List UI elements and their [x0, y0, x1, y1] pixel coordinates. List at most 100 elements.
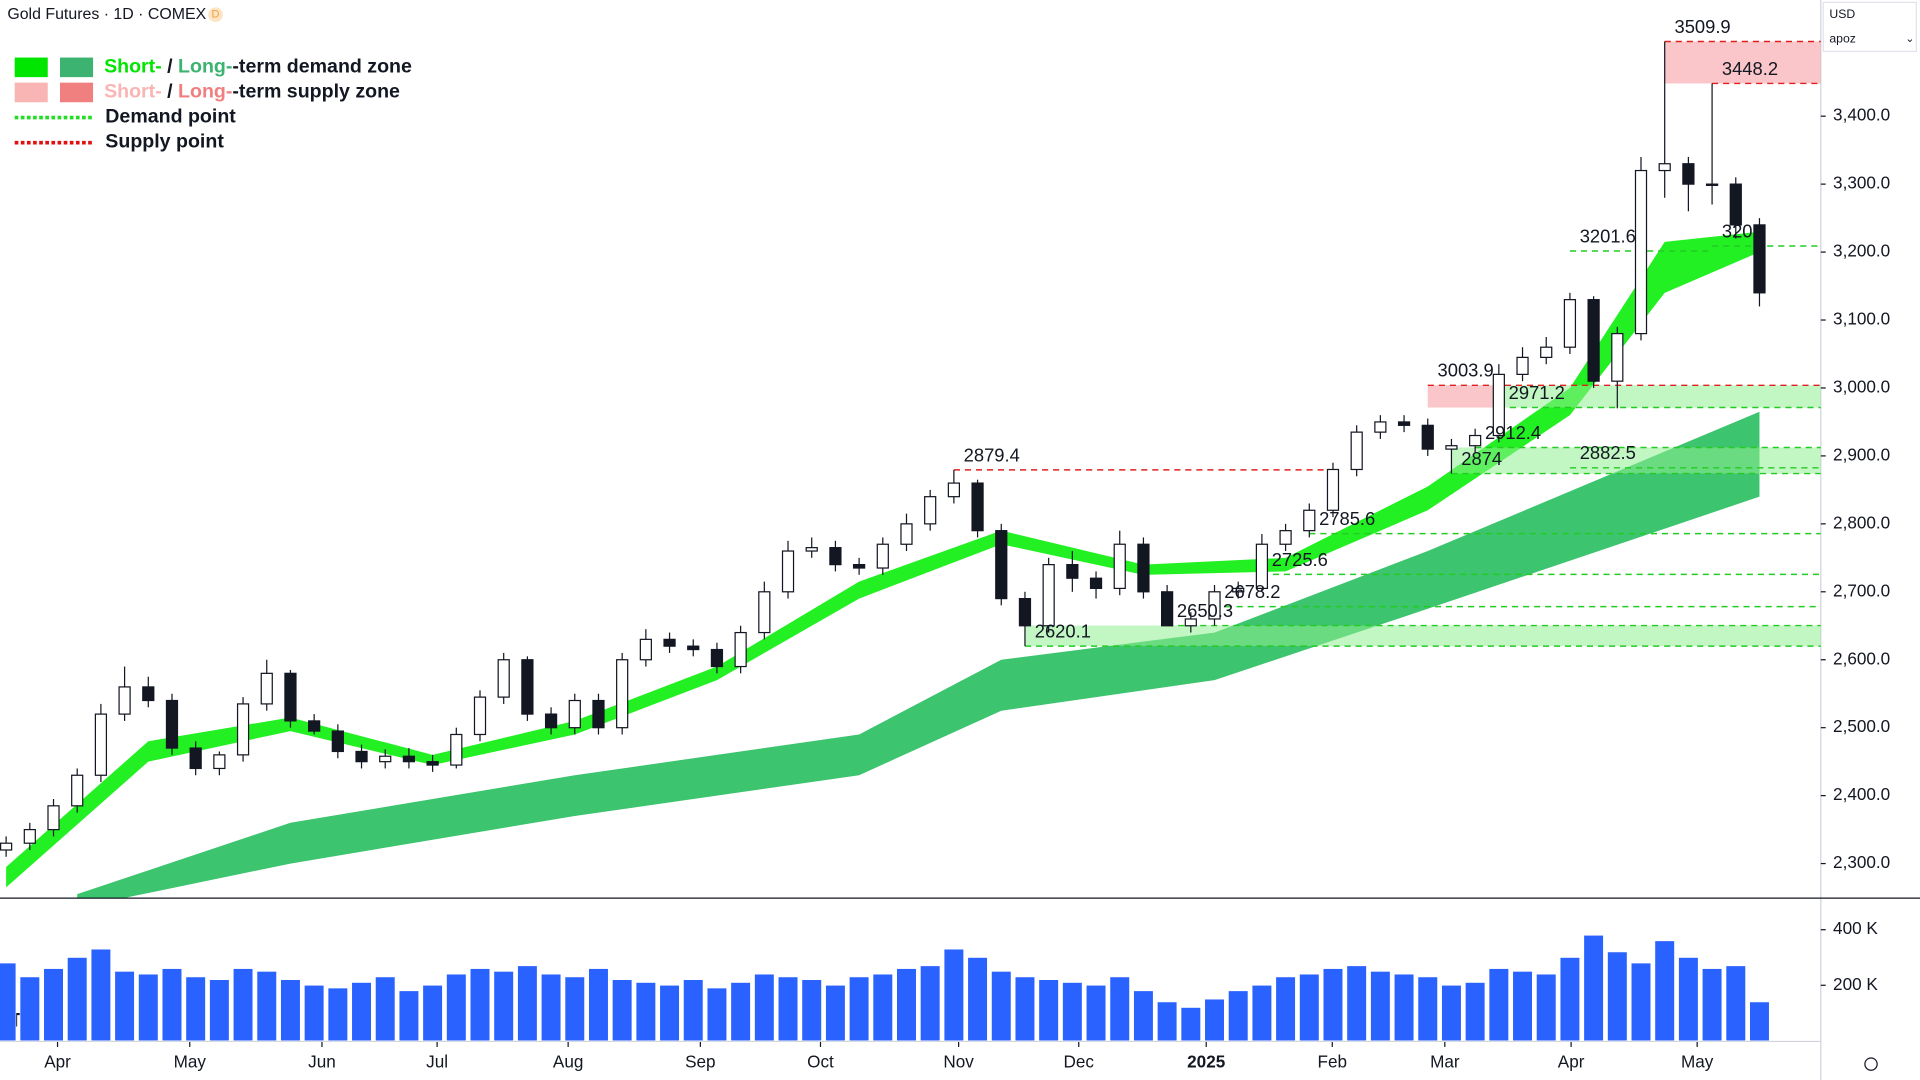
candle-body: [1303, 509, 1316, 532]
candle-body: [1232, 587, 1245, 593]
volume-bar: [493, 971, 514, 1042]
long-band: [77, 411, 1760, 898]
volume-bar: [256, 971, 277, 1042]
volume-bar: [1038, 979, 1059, 1042]
volume-bar: [825, 984, 846, 1042]
volume-bar: [896, 968, 917, 1042]
x-tick-label: Mar: [1430, 1051, 1460, 1071]
volume-bar: [1583, 934, 1604, 1042]
volume-bar: [777, 976, 799, 1042]
candle-body: [544, 713, 558, 729]
volume-bar: [967, 957, 988, 1042]
level-label: 2879.4: [964, 444, 1020, 465]
y-tick-label: 2,800.0: [1833, 512, 1890, 532]
candle-body: [94, 713, 108, 776]
volume-bar: [280, 979, 301, 1042]
y-tick-label: 3,100.0: [1833, 309, 1890, 329]
dropdown-icon[interactable]: ⌄: [1905, 33, 1914, 45]
volume-bar: [872, 973, 893, 1042]
legend-text: Short- / Long--term demand zone: [104, 56, 412, 78]
level-label: 2971.2: [1509, 382, 1565, 403]
legend-part: Short-: [104, 81, 162, 103]
badge-bg: [208, 7, 223, 23]
candle-body: [852, 564, 866, 569]
y-tick-label: 2,700.0: [1833, 580, 1890, 600]
volume-bar: [540, 973, 562, 1042]
candle-body: [189, 747, 202, 770]
candle-body: [710, 648, 724, 668]
legend-part: Supply point: [105, 131, 224, 153]
volume-bar: [114, 971, 135, 1042]
level-label: 2874: [1461, 448, 1502, 469]
volume-bar: [375, 976, 396, 1042]
volume-bar: [43, 968, 64, 1042]
candle-body: [1563, 299, 1577, 348]
candle-body: [308, 720, 321, 732]
legend-part: Demand point: [105, 106, 236, 128]
level-label: 3003.9: [1438, 360, 1494, 381]
y-tick-label: 2,300.0: [1833, 852, 1890, 872]
candle-body: [734, 631, 747, 668]
legend-text: Demand point: [105, 106, 236, 128]
candle-body: [1540, 346, 1553, 359]
y-tick-label: 2,500.0: [1833, 716, 1890, 736]
x-tick-label: Jun: [308, 1051, 336, 1071]
demand-zone: [1024, 625, 1821, 647]
level-label: 2882.5: [1580, 442, 1636, 463]
price-pane: [0, 40, 1821, 898]
candle-body: [663, 638, 676, 647]
candle-body: [118, 686, 131, 715]
candle-body: [900, 523, 913, 545]
badge: D: [212, 9, 220, 21]
volume-bar: [706, 987, 728, 1042]
candle-body: [639, 638, 652, 661]
volume-bar: [920, 965, 941, 1042]
currency[interactable]: USD: [1829, 7, 1855, 21]
volume-bar: [1299, 973, 1320, 1042]
volume-bar: [1322, 968, 1344, 1042]
candle-body: [1018, 597, 1032, 627]
legend-part: -term demand zone: [232, 56, 412, 78]
candle-body: [568, 699, 581, 729]
candle-body: [1705, 183, 1719, 186]
candle-body: [284, 672, 297, 722]
currency-box[interactable]: [1822, 1, 1917, 53]
x-tick-label: Dec: [1064, 1051, 1095, 1071]
settings-icon[interactable]: [1864, 1057, 1878, 1071]
level-label: 2620.1: [1035, 620, 1091, 641]
volume-bar: [1630, 962, 1652, 1042]
candle-body: [236, 703, 250, 756]
volume-bar: [1133, 990, 1154, 1042]
x-tick-label: Sep: [685, 1051, 715, 1071]
user[interactable]: apoz: [1829, 31, 1856, 45]
volume-bar: [209, 979, 230, 1042]
candle-body: [924, 496, 937, 525]
legend-part: /: [162, 81, 178, 103]
volume-bar: [1393, 973, 1415, 1042]
candle-body: [1516, 356, 1529, 375]
volume-bar: [659, 984, 680, 1042]
volume-bar: [635, 982, 656, 1042]
candle-body: [1184, 618, 1197, 627]
volume-bar: [1180, 1007, 1201, 1042]
volume-bar: [1085, 984, 1107, 1042]
demand-zone: [1451, 447, 1821, 474]
candle-body: [1587, 299, 1600, 382]
candle-body: [1326, 468, 1340, 511]
volume-bar: [848, 976, 870, 1042]
level-label: 2725.6: [1272, 549, 1328, 570]
level-label: 3509.9: [1674, 16, 1730, 37]
candle-body: [1161, 591, 1174, 627]
volume-bar: [588, 968, 609, 1042]
candle-body: [1137, 543, 1150, 593]
candle-body: [592, 699, 605, 729]
volume-bar: [67, 957, 88, 1042]
volume-bar: [1251, 984, 1272, 1042]
candle-body: [1421, 424, 1434, 450]
legend-swatch: [60, 82, 94, 103]
candle-body: [995, 530, 1008, 600]
legend-swatch: [14, 82, 48, 103]
y-tick-label: 3,200.0: [1833, 241, 1890, 261]
volume-bar: [1512, 971, 1533, 1042]
